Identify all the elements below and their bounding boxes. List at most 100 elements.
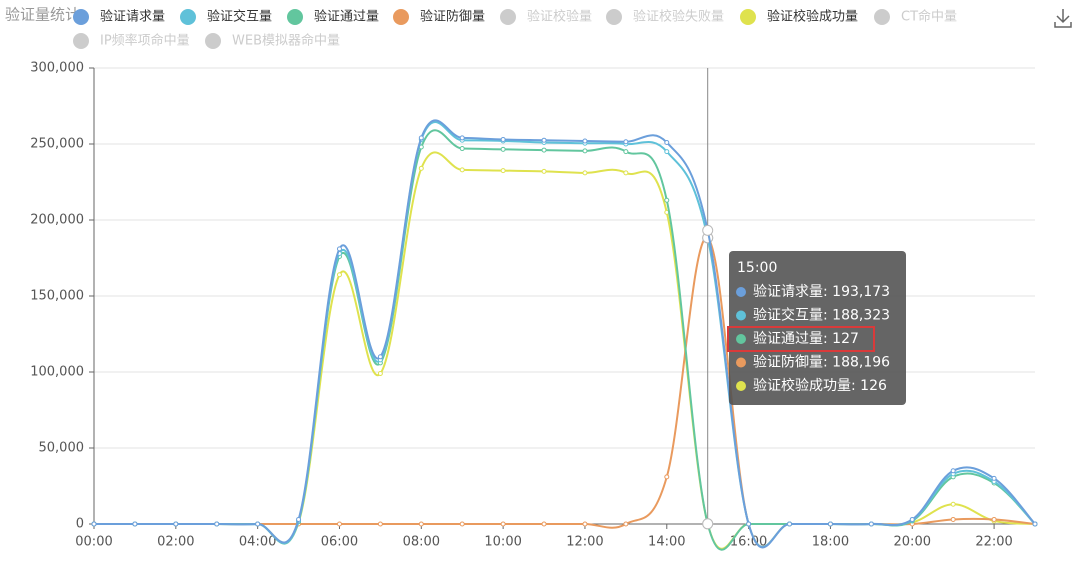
download-glyph[interactable]	[1054, 9, 1072, 28]
data-point	[991, 516, 997, 522]
data-point	[541, 521, 547, 527]
legend-icon	[393, 9, 409, 25]
tooltip-dot	[736, 334, 746, 344]
tooltip-dot	[736, 310, 746, 321]
x-tick-label: 14:00	[648, 535, 685, 550]
legend-icon	[287, 9, 303, 25]
data-point	[827, 521, 833, 527]
legend-label: CT命中量	[901, 9, 957, 25]
data-point	[909, 516, 915, 522]
legend-label: 验证通过量	[314, 9, 379, 25]
x-tick-label: 18:00	[812, 535, 849, 550]
data-point	[500, 136, 506, 142]
legend-icon	[73, 33, 89, 49]
data-point	[582, 138, 588, 144]
data-point	[582, 521, 588, 527]
data-point	[500, 521, 506, 527]
y-tick-label: 100,000	[30, 365, 84, 380]
x-tick-label: 06:00	[321, 535, 358, 550]
legend-icon	[180, 9, 196, 25]
data-point	[582, 148, 588, 154]
data-point	[664, 474, 670, 480]
data-point	[377, 354, 383, 360]
data-point	[541, 137, 547, 143]
data-point	[459, 135, 465, 141]
x-tick-label: 02:00	[157, 535, 194, 550]
data-point	[132, 521, 138, 527]
data-point	[702, 224, 714, 236]
x-tick-label: 04:00	[239, 535, 276, 550]
data-point	[377, 371, 383, 377]
legend-icon	[500, 9, 516, 25]
tooltip-item: 验证校验成功量: 126	[753, 377, 887, 394]
data-point	[336, 246, 342, 252]
tooltip-dot	[736, 357, 746, 368]
y-tick-label: 0	[76, 517, 84, 532]
data-point	[623, 149, 629, 155]
data-point	[664, 139, 670, 145]
y-tick-label: 300,000	[30, 61, 84, 76]
y-tick-label: 50,000	[39, 441, 85, 456]
tooltip-item: 验证通过量: 127	[753, 331, 859, 347]
y-tick-label: 250,000	[30, 137, 84, 152]
legend-label: 验证校验成功量	[767, 9, 858, 25]
tooltip-item: 验证防御量: 188,196	[753, 355, 890, 371]
data-point	[950, 516, 956, 522]
legend-icon	[874, 9, 890, 25]
data-point	[418, 521, 424, 527]
download-icon[interactable]	[1054, 9, 1072, 28]
chart-title: 验证量统计	[5, 6, 80, 24]
data-point	[623, 521, 629, 527]
data-point	[214, 521, 220, 527]
tooltip-item: 验证请求量: 193,173	[753, 284, 890, 300]
x-tick-label: 00:00	[75, 535, 112, 550]
data-point	[623, 139, 629, 145]
data-point	[459, 146, 465, 152]
legend-label: 验证请求量	[100, 9, 165, 25]
x-tick-label: 10:00	[484, 535, 521, 550]
tooltip-dot	[736, 381, 746, 391]
data-point	[787, 521, 793, 527]
data-point	[541, 147, 547, 153]
data-point	[336, 521, 342, 527]
legend-label: 验证校验量	[527, 9, 592, 25]
data-point	[459, 167, 465, 173]
highlight-box	[727, 326, 875, 352]
y-tick-label: 150,000	[30, 289, 84, 304]
data-point	[582, 170, 588, 176]
x-tick-label: 22:00	[975, 535, 1012, 550]
x-tick-label: 12:00	[566, 535, 603, 550]
data-point	[664, 149, 670, 155]
tooltip-item: 验证交互量: 188,323	[753, 307, 890, 324]
data-point	[255, 521, 261, 527]
data-point	[868, 521, 874, 527]
tooltip-title: 15:00	[737, 260, 777, 276]
data-point	[296, 516, 302, 522]
tooltip: 15:00 验证请求量: 193,173 验证交互量: 188,323 验证通过量: …	[727, 251, 906, 405]
data-point	[459, 521, 465, 527]
data-point	[1032, 521, 1038, 527]
x-tick-label: 20:00	[894, 535, 931, 550]
legend-label: 验证交互量	[207, 9, 272, 25]
legend-icon	[606, 9, 622, 25]
legend-label: WEB模拟器命中量	[232, 33, 340, 49]
data-point	[500, 146, 506, 152]
data-point	[500, 168, 506, 174]
data-point	[418, 165, 424, 171]
legend-icon	[740, 9, 756, 25]
data-point	[418, 135, 424, 141]
data-point	[91, 521, 97, 527]
data-point	[623, 170, 629, 176]
data-point	[746, 521, 752, 527]
data-point	[173, 521, 179, 527]
legend-label: 验证校验失败量	[633, 9, 724, 25]
data-point	[702, 518, 714, 530]
x-tick-label: 08:00	[403, 535, 440, 550]
data-point	[991, 475, 997, 481]
data-point	[336, 272, 342, 278]
data-point	[541, 168, 547, 174]
data-point	[377, 521, 383, 527]
legend-icon	[205, 33, 221, 49]
data-point	[950, 501, 956, 507]
